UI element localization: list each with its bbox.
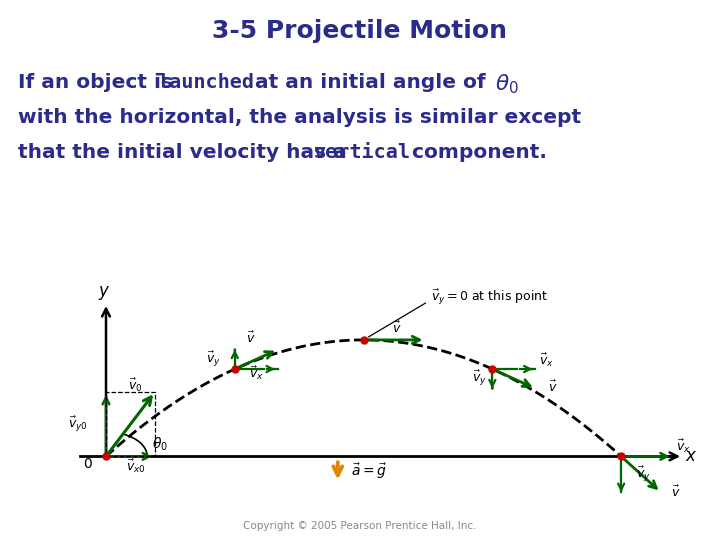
- Text: at an initial angle of: at an initial angle of: [248, 73, 493, 92]
- Text: $\vec{v}_x$: $\vec{v}_x$: [675, 437, 690, 455]
- Text: $\theta_0$: $\theta_0$: [495, 73, 519, 97]
- Text: $\vec{v}$: $\vec{v}$: [246, 330, 256, 346]
- Text: $\vec{a} = \vec{g}$: $\vec{a} = \vec{g}$: [351, 461, 387, 481]
- Text: component.: component.: [405, 143, 547, 162]
- Text: $\vec{v}_{y0}$: $\vec{v}_{y0}$: [68, 415, 88, 434]
- Text: x: x: [685, 447, 696, 465]
- Text: $\vec{v}$: $\vec{v}$: [392, 321, 402, 336]
- Text: 0: 0: [84, 457, 92, 471]
- Text: that the initial velocity has a: that the initial velocity has a: [18, 143, 354, 162]
- Text: $\vec{v}_y$: $\vec{v}_y$: [636, 464, 650, 484]
- Text: $\vec{v}_{x0}$: $\vec{v}_{x0}$: [126, 457, 145, 475]
- Text: $\vec{v}_0$: $\vec{v}_0$: [128, 376, 143, 394]
- Text: $\vec{v}$: $\vec{v}$: [549, 379, 558, 395]
- Text: If an object is: If an object is: [18, 73, 180, 92]
- Text: 3-5 Projectile Motion: 3-5 Projectile Motion: [212, 19, 508, 43]
- Text: $\theta_0$: $\theta_0$: [152, 435, 168, 453]
- Text: with the horizontal, the analysis is similar except: with the horizontal, the analysis is sim…: [18, 108, 581, 127]
- Text: $\vec{v}_x$: $\vec{v}_x$: [249, 364, 264, 382]
- Text: $\vec{v}$: $\vec{v}$: [671, 484, 680, 500]
- Text: $\vec{v}_x$: $\vec{v}_x$: [539, 351, 554, 368]
- Text: vertical: vertical: [313, 143, 410, 162]
- Text: $\vec{v}_y = 0$ at this point: $\vec{v}_y = 0$ at this point: [431, 287, 548, 307]
- Text: launched: launched: [157, 73, 254, 92]
- Text: $\vec{v}_y$: $\vec{v}_y$: [472, 369, 487, 388]
- Text: Copyright © 2005 Pearson Prentice Hall, Inc.: Copyright © 2005 Pearson Prentice Hall, …: [243, 521, 477, 531]
- Text: $\vec{v}_y$: $\vec{v}_y$: [206, 350, 220, 369]
- Text: y: y: [99, 282, 109, 300]
